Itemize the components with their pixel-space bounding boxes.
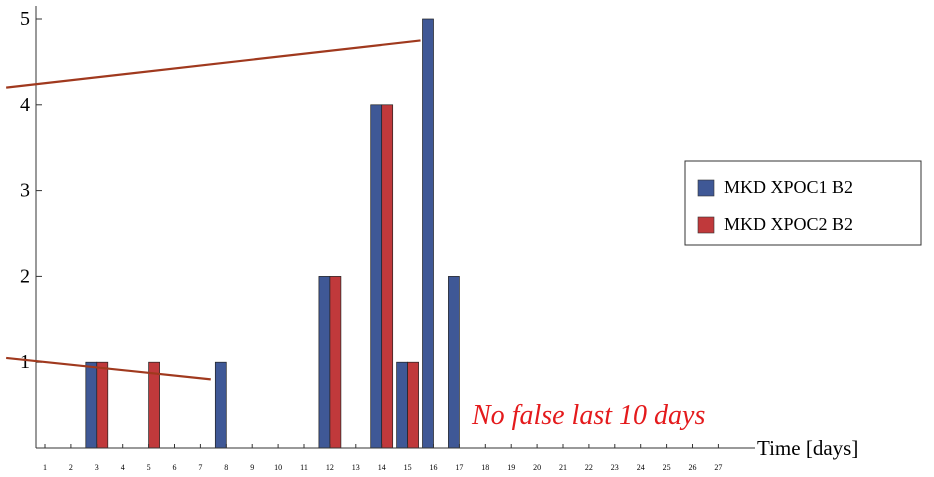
x-tick-label: 19 [507,463,515,472]
y-tick-label: 2 [20,265,30,287]
legend-swatch-2 [697,216,715,234]
x-tick-label: 1 [43,463,47,472]
bar-1-day-14 [370,104,383,449]
legend-box [684,160,922,246]
x-tick-label: 2 [69,463,73,472]
x-tick-label: 23 [611,463,619,472]
x-tick-label: 25 [663,463,671,472]
x-tick-label: 15 [404,463,412,472]
x-tick-label: 4 [121,463,125,472]
x-tick-label: 6 [173,463,177,472]
axes [35,6,755,449]
x-tick-label: 14 [378,463,386,472]
x-tick-label: 7 [198,463,202,472]
bar-1-day-3 [85,361,98,449]
bars [85,18,460,449]
x-tick-label: 26 [689,463,697,472]
bar-1-day-12 [318,276,331,449]
bar-2-day-15 [407,361,419,449]
x-tick-label: 3 [95,463,99,472]
bar-1-day-8 [214,361,227,449]
overlay-line-2 [6,356,211,381]
x-tick-label: 5 [147,463,151,472]
bar-2-day-5 [148,361,160,449]
legend: MKD XPOC1 B2 MKD XPOC2 B2 [684,160,922,246]
y-tick-label: 5 [20,8,30,30]
x-axis-label: Time [days] [757,436,858,460]
overlay-lines [6,39,421,381]
bar-2-day-3 [96,361,109,449]
x-tick-label: 24 [637,463,645,472]
x-tick-label: 22 [585,463,593,472]
legend-label-2: MKD XPOC2 B2 [724,214,853,234]
x-tick-label: 12 [326,463,334,472]
y-tick-label: 3 [20,180,30,202]
legend-swatch-1 [697,179,715,197]
bar-2-day-12 [329,276,342,449]
bar-2-day-14 [381,104,394,449]
x-tick-label: 21 [559,463,567,472]
x-tick-label: 8 [224,463,228,472]
x-tick-label: 9 [250,463,254,472]
annotation-text: No false last 10 days [471,400,705,431]
x-tick-label: 11 [300,463,308,472]
legend-label-1: MKD XPOC1 B2 [724,177,853,197]
x-tick-label: 13 [352,463,360,472]
x-tick-label: 18 [481,463,489,472]
x-tick-label: 16 [430,463,438,472]
x-tick-label: 10 [274,463,282,472]
bar-1-day-16 [422,18,434,449]
y-tick-label: 1 [20,351,30,373]
x-tick-label: 20 [533,463,541,472]
x-tick-label: 27 [714,463,722,472]
bar-1-day-17 [448,276,460,449]
bar-1-day-15 [396,361,408,449]
x-tick-label: 17 [455,463,463,472]
y-tick-label: 4 [20,94,30,116]
overlay-line-1 [6,39,421,89]
